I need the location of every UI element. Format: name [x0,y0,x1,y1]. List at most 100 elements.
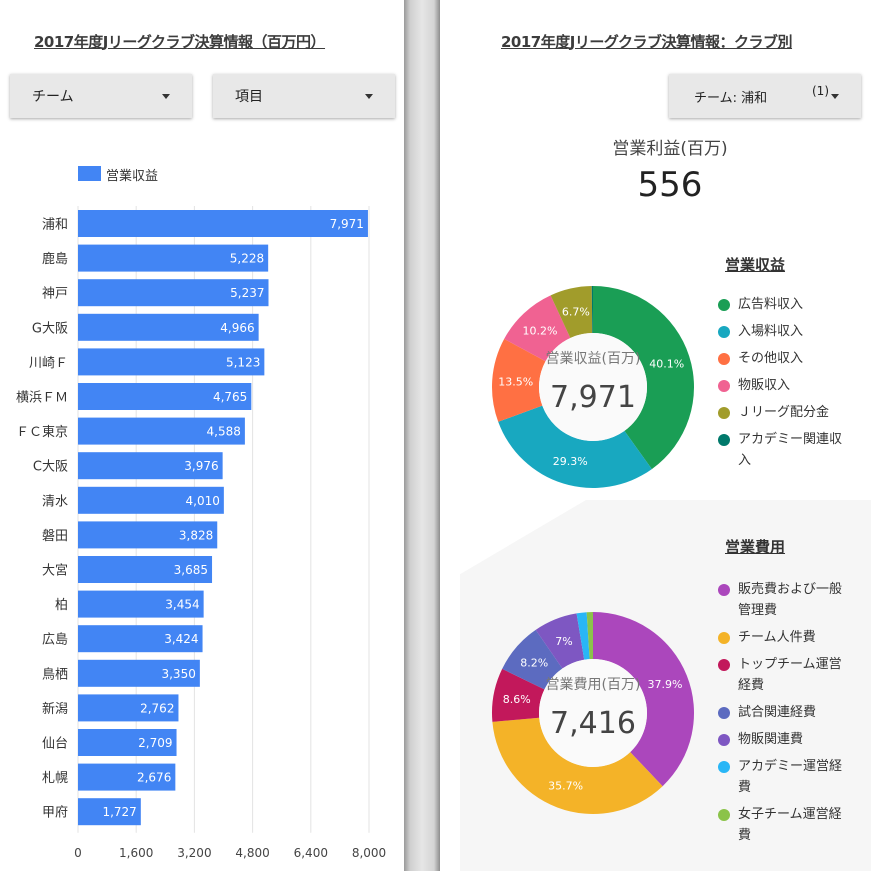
donut-hole [539,659,647,767]
donut-slice [498,405,652,489]
donut-slice [504,295,571,362]
donut-slice [502,629,563,690]
kpi-value: 556 [637,165,703,205]
legend-label: 管理費 [738,603,778,618]
category-label: 甲府 [42,806,68,821]
slice-label: 10.2% [522,325,557,338]
bar-value-label: 3,454 [165,598,199,612]
legend-dot [718,632,730,644]
bar-value-label: 5,228 [230,252,264,266]
category-label: 浦和 [42,218,68,233]
category-label: ＦＣ東京 [16,424,68,440]
bar-value-label: 5,237 [230,286,264,300]
slice-label: 8.2% [520,656,548,669]
bar [78,590,204,618]
bar [78,279,269,307]
bar-value-label: 2,676 [137,771,171,785]
category-label: 鳥栖 [42,667,68,682]
legend-label: その他収入 [738,351,804,366]
slice-label: 29.3% [553,455,588,468]
donut-hole [539,333,647,441]
category-label: 柏 [55,598,68,613]
legend-dot [718,380,730,392]
team-dropdown[interactable]: チーム [10,74,192,118]
category-label: 清水 [42,494,68,509]
chevron-down-icon [162,94,170,99]
legend-label: 入 [738,453,752,468]
bar-value-label: 5,123 [226,355,260,369]
legend-dot [718,584,730,596]
panel-divider [404,0,440,871]
donut-center-label: 営業収益(百万) [546,351,641,367]
bar-value-label: 4,765 [213,390,247,404]
bar [78,798,141,826]
bar [78,556,213,583]
item-dropdown-label: 項目 [235,89,263,105]
bar [78,625,203,653]
bar-value-label: 3,976 [184,459,218,473]
bar-legend-swatch [78,166,101,181]
donut-center-value: 7,416 [550,706,636,741]
team-dropdown-label: チーム [32,89,74,105]
donut-slice [550,286,593,338]
bar [78,452,223,480]
legend-label: チーム人件費 [738,630,816,645]
bar [78,313,259,341]
bar [78,348,265,376]
team-filter-dropdown[interactable]: チーム: 浦和 (1) [669,74,861,118]
legend-dot [718,734,730,746]
item-dropdown[interactable]: 項目 [213,74,395,118]
expense-section-title: 営業費用 [725,538,786,556]
category-label: 磐田 [42,529,68,544]
donut-slice [586,612,593,660]
bar-value-label: 3,685 [174,563,208,577]
bar-value-label: 3,828 [179,528,213,542]
left-panel: 2017年度Jリーグクラブ決算情報（百万円） チーム 項目 営業収益 0 1,60… [0,0,404,871]
x-tick-label: 1,600 [119,846,153,860]
left-chart-title: 2017年度Jリーグクラブ決算情報（百万円） [34,33,326,51]
donut-slice [591,286,593,334]
slice-label: 35.7% [548,779,583,792]
bar [78,210,368,237]
legend-label: Ｊリーグ配分金 [738,405,830,420]
x-tick-label: 8,000 [352,846,386,860]
legend-label: 費 [738,828,752,843]
chevron-down-icon [831,94,839,99]
slice-label: 37.9% [647,678,682,691]
x-tick-label: 6,400 [294,846,328,860]
bar [78,486,224,514]
slice-label: 6.7% [562,305,590,318]
revenue-section-title: 営業収益 [725,256,786,274]
legend-dot [718,434,730,446]
bar [78,244,269,272]
category-label: 広島 [42,633,68,648]
team-filter-count: (1) [812,84,829,98]
donut-slice [593,286,694,470]
x-tick-label: 0 [74,846,82,860]
slice-label: 13.5% [498,375,533,388]
donut-slice [576,612,590,660]
bar-value-label: 4,966 [220,321,254,335]
bar [78,694,179,722]
bar-value-label: 3,424 [164,632,198,646]
legend-dot [718,761,730,773]
bar-value-label: 2,709 [138,736,172,750]
donut-slice [535,613,585,669]
right-chart-title: 2017年度Jリーグクラブ決算情報：クラブ別 [501,33,793,51]
bar-value-label: 7,971 [330,217,364,231]
bar-value-label: 1,727 [102,805,136,819]
donut-slice [492,668,545,722]
legend-dot [718,299,730,311]
legend-label: 経費 [738,678,765,693]
bar-value-label: 4,588 [207,425,241,439]
category-label: 鹿島 [42,251,68,267]
category-label: 新潟 [42,701,68,717]
bar-value-label: 4,010 [186,494,220,508]
category-label: 仙台 [42,737,68,752]
category-label: 神戸 [42,287,68,302]
kpi-label: 営業利益(百万) [612,139,728,159]
x-tick-label: 3,200 [177,846,211,860]
x-tick-label: 4,800 [235,846,269,860]
legend-label: トップチーム運営 [738,657,842,672]
legend-label: 費 [738,780,752,795]
